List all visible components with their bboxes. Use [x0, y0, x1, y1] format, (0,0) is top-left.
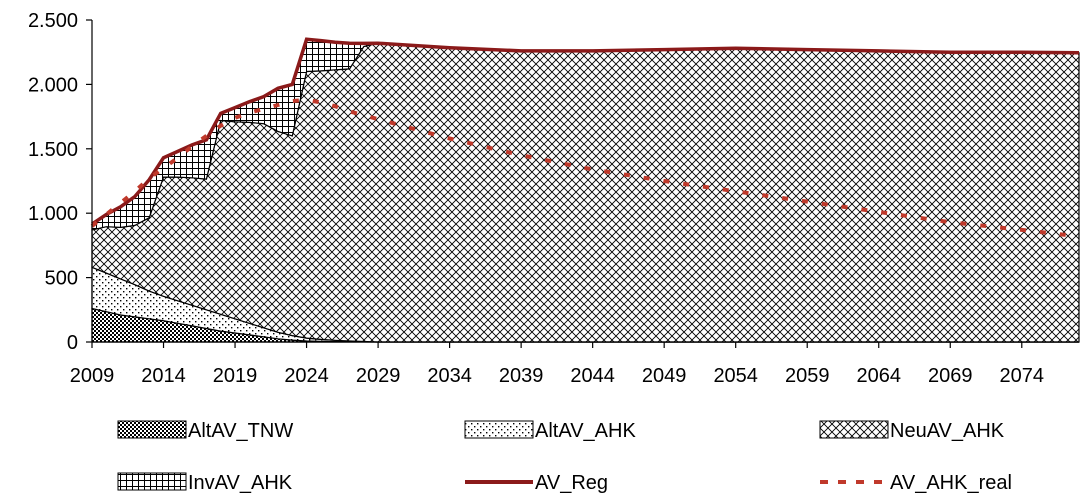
- line-AV_Reg: [91, 37, 1080, 226]
- x-tick-label: 2039: [499, 365, 544, 387]
- legend-label-AV_Reg: AV_Reg: [535, 472, 608, 494]
- x-tick-label: 2054: [713, 365, 758, 387]
- x-tick-label: 2074: [1000, 365, 1045, 387]
- x-tick-label: 2014: [141, 365, 186, 387]
- x-tick-label: 2049: [642, 365, 687, 387]
- x-tick-label: 2009: [70, 365, 115, 387]
- y-tick-label: 1.000: [28, 203, 78, 225]
- x-tick-label: 2029: [356, 365, 401, 387]
- y-tick-label: 2.500: [28, 10, 78, 32]
- y-tick-label: 2.000: [28, 74, 78, 96]
- line-layers: [90, 37, 1080, 239]
- y-tick-label: 0: [67, 332, 78, 354]
- legend-swatch-NeuAV_AHK: [819, 420, 889, 439]
- area-layers: [91, 38, 1080, 343]
- x-tick-label: 2024: [284, 365, 329, 387]
- x-tick-label: 2069: [928, 365, 973, 387]
- legend-swatch-AltAV_TNW: [117, 420, 187, 439]
- axes: 0 500 1.000 1.500 2.000 2.500 2009 2014 2019 2024…: [28, 10, 1079, 387]
- legend-label-InvAV_AHK: InvAV_AHK: [188, 472, 293, 494]
- legend-label-AltAV_TNW: AltAV_TNW: [188, 420, 293, 442]
- legend-swatch-AltAV_AHK: [464, 420, 534, 439]
- x-tick-label: 2059: [785, 365, 830, 387]
- y-tick-label: 500: [45, 268, 78, 290]
- x-tick-label: 2019: [213, 365, 258, 387]
- x-tick-label: 2064: [856, 365, 901, 387]
- x-tick-label: 2034: [427, 365, 472, 387]
- legend-label-AltAV_AHK: AltAV_AHK: [535, 420, 636, 442]
- legend-swatch-InvAV_AHK: [117, 472, 187, 491]
- legend-label-NeuAV_AHK: NeuAV_AHK: [890, 420, 1005, 442]
- area-NeuAV_AHK: [91, 42, 1080, 343]
- legend-label-AV_AHK_real: AV_AHK_real: [890, 472, 1012, 494]
- x-tick-label: 2044: [570, 365, 615, 387]
- legend: AltAV_TNW AltAV_AHK NeuAV_AHK InvAV_AHK AV_R…: [117, 420, 1012, 494]
- y-tick-label: 1.500: [28, 139, 78, 161]
